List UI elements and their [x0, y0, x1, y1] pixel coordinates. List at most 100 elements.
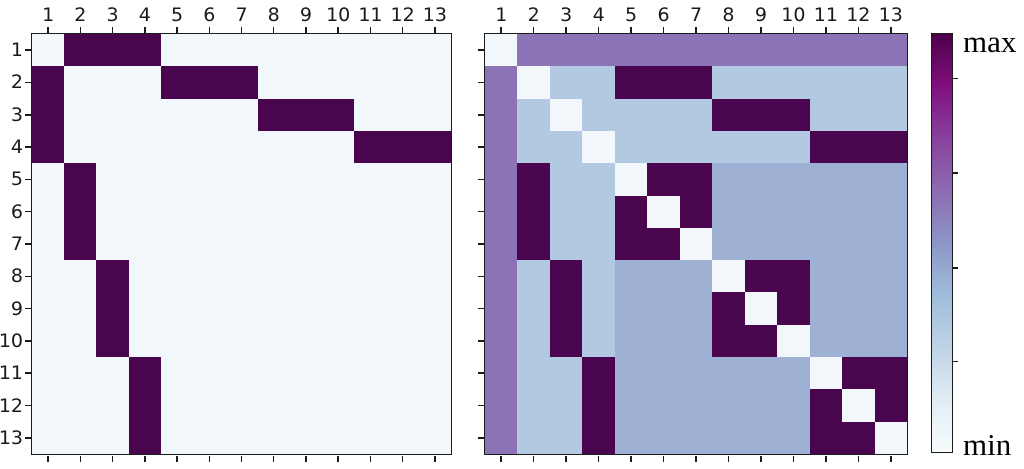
- heatmap-cell: [517, 130, 550, 164]
- heatmap-cell: [96, 292, 129, 325]
- heatmap-cell: [744, 163, 778, 196]
- heatmap-cell: [485, 34, 518, 67]
- heatmap-cell: [386, 324, 419, 358]
- tick-left-mark: [24, 404, 31, 407]
- heatmap-cell: [289, 227, 323, 261]
- heatmap-cell: [322, 66, 355, 99]
- heatmap-cell: [193, 195, 226, 228]
- tick-bottom-mark: [857, 455, 860, 462]
- heatmap-cell: [647, 34, 680, 67]
- heatmap-cell: [582, 34, 615, 67]
- heatmap-cell: [582, 66, 615, 99]
- heatmap-cell: [386, 66, 419, 99]
- heatmap-cell: [96, 260, 129, 293]
- tick-left-mark: [477, 307, 484, 310]
- heatmap-cell: [777, 66, 810, 99]
- heatmap-cell: [517, 98, 550, 131]
- heatmap-cell: [225, 357, 258, 390]
- heatmap-cell: [289, 292, 323, 325]
- heatmap-cell: [257, 66, 290, 99]
- tick-bottom-mark: [662, 455, 665, 462]
- heatmap-cell: [549, 421, 583, 454]
- x-tick-label: 4: [138, 4, 151, 26]
- heatmap-cell: [225, 163, 258, 196]
- heatmap-cell: [614, 260, 648, 293]
- heatmap-cell: [809, 357, 843, 390]
- heatmap-cell: [386, 260, 419, 293]
- heatmap-cell: [842, 260, 875, 293]
- heatmap-cell: [549, 98, 583, 131]
- heatmap-cell: [418, 421, 451, 454]
- heatmap-cell: [354, 227, 387, 261]
- colorbar: [931, 33, 958, 453]
- heatmap-cell: [64, 163, 97, 196]
- heatmap-cell: [679, 195, 713, 228]
- heatmap-cell: [354, 163, 387, 196]
- heatmap-cell: [549, 195, 583, 228]
- heatmap-cell: [418, 227, 451, 261]
- heatmap-cell: [517, 260, 550, 293]
- heatmap-cell: [354, 66, 387, 99]
- heatmap-cell: [322, 421, 355, 454]
- heatmap-cell: [549, 34, 583, 67]
- tick-left-mark: [24, 243, 31, 245]
- heatmap-cell: [64, 130, 97, 164]
- heatmap-cell: [517, 163, 550, 196]
- tick-left-mark: [477, 437, 484, 439]
- heatmap-cell: [32, 163, 65, 196]
- tick-bottom-mark: [111, 455, 114, 462]
- heatmap-cell: [32, 227, 65, 261]
- heatmap-cell: [257, 163, 290, 196]
- heatmap-cell: [582, 163, 615, 196]
- heatmap-cell: [32, 421, 65, 454]
- heatmap-cell: [32, 66, 65, 99]
- heatmap-cell: [289, 260, 323, 293]
- heatmap-cell: [193, 34, 226, 67]
- heatmap-cell: [160, 98, 194, 131]
- left-heatmap-grid: [32, 34, 451, 454]
- heatmap-cell: [64, 195, 97, 228]
- heatmap-cell: [128, 34, 161, 67]
- heatmap-cell: [64, 98, 97, 131]
- x-tick-label: 3: [106, 4, 119, 26]
- heatmap-cell: [874, 34, 907, 67]
- heatmap-cell: [485, 324, 518, 358]
- heatmap-cell: [485, 66, 518, 99]
- heatmap-cell: [777, 163, 810, 196]
- heatmap-cell: [257, 227, 290, 261]
- x-tick-label: 13: [878, 4, 903, 26]
- colorbar-tick-mark: [953, 77, 958, 80]
- heatmap-cell: [193, 421, 226, 454]
- heatmap-cell: [679, 357, 713, 390]
- heatmap-cell: [777, 98, 810, 131]
- heatmap-cell: [160, 324, 194, 358]
- tick-top-mark: [695, 26, 697, 33]
- heatmap-cell: [744, 98, 778, 131]
- heatmap-cell: [322, 195, 355, 228]
- heatmap-cell: [842, 98, 875, 131]
- heatmap-cell: [128, 163, 161, 196]
- heatmap-cell: [160, 130, 194, 164]
- heatmap-cell: [386, 130, 419, 164]
- tick-bottom-mark: [369, 455, 372, 462]
- heatmap-cell: [744, 34, 778, 67]
- heatmap-cell: [712, 421, 745, 454]
- heatmap-cell: [289, 389, 323, 422]
- heatmap-cell: [485, 421, 518, 454]
- heatmap-cell: [744, 421, 778, 454]
- heatmap-cell: [549, 389, 583, 422]
- heatmap-cell: [64, 34, 97, 67]
- heatmap-cell: [32, 389, 65, 422]
- tick-left-mark: [24, 81, 31, 84]
- heatmap-cell: [322, 292, 355, 325]
- heatmap-cell: [809, 34, 843, 67]
- heatmap-cell: [32, 357, 65, 390]
- heatmap-cell: [322, 34, 355, 67]
- heatmap-cell: [193, 227, 226, 261]
- heatmap-cell: [160, 34, 194, 67]
- heatmap-cell: [809, 98, 843, 131]
- heatmap-cell: [289, 324, 323, 358]
- heatmap-cell: [96, 130, 129, 164]
- heatmap-cell: [614, 34, 648, 67]
